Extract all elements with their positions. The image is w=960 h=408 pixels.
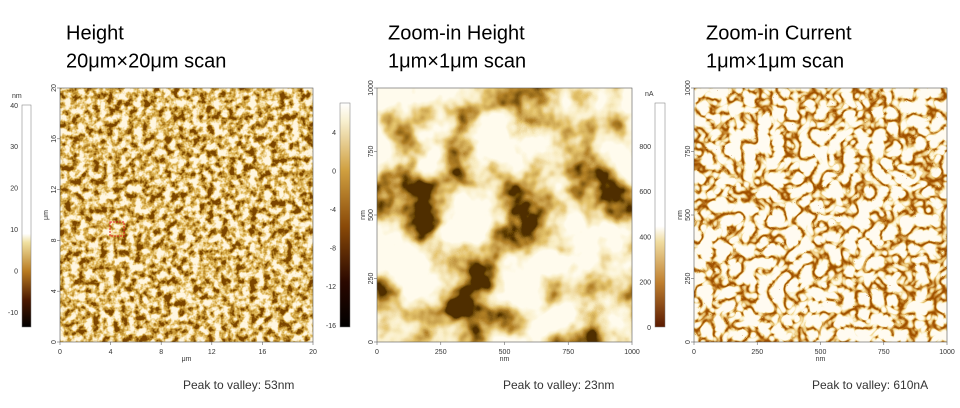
colorbar-tick-label: -16 [326,323,336,330]
colorbar-tick-label: 0 [647,325,651,332]
afm-image [60,88,313,342]
x-tick-label: 500 [499,349,511,356]
y-tick-label: 16 [51,135,58,143]
x-tick-label: 500 [815,349,827,356]
x-tick-label: 1000 [624,349,640,356]
colorbar-tick-label: 10 [10,227,18,234]
y-tick-label: 500 [368,209,375,221]
x-tick-label: 12 [208,349,216,356]
x-tick-label: 0 [692,349,696,356]
x-tick-label: 750 [562,349,574,356]
y-tick-label: 12 [51,186,58,194]
afm-image [377,88,632,342]
x-tick-label: 250 [435,349,447,356]
colorbar-tick-label: 20 [10,186,18,193]
colorbar-tick-label: -8 [330,246,336,253]
y-tick-label: 250 [685,273,692,285]
y-tick-label: 750 [368,146,375,158]
panel-title: 20μm×20μm scan [66,50,226,72]
x-tick-label: 4 [109,349,113,356]
x-axis-unit: μm [182,356,192,363]
x-axis-unit: nm [500,356,510,363]
x-tick-label: 16 [259,349,267,356]
caption: Peak to valley: 23nm [503,378,614,392]
y-tick-label: 1000 [368,80,375,96]
x-tick-label: 20 [309,349,317,356]
y-tick-label: 0 [685,340,692,344]
panel-title: Zoom-in Height [388,22,525,44]
y-tick-label: 250 [368,273,375,285]
panel-title: 1μm×1μm scan [388,50,526,72]
y-tick-label: 750 [685,146,692,158]
colorbar-tick-label: 4 [332,130,336,137]
zoom-region [109,221,125,237]
colorbar-tick-label: 600 [639,189,651,196]
y-tick-label: 0 [368,340,375,344]
afm-image [694,88,947,342]
colorbar-unit: nA [645,91,654,98]
y-tick-label: 500 [685,209,692,221]
colorbar-tick-label: -4 [330,207,336,214]
colorbar-tick-label: -12 [326,284,336,291]
colorbar-tick-label: 0 [332,168,336,175]
y-axis-unit: nm [360,210,367,220]
panel-title: Height [66,22,124,44]
colorbar-tick-label: 400 [639,234,651,241]
y-tick-label: 1000 [685,80,692,96]
colorbar [654,102,666,328]
x-axis-unit: nm [816,356,826,363]
y-tick-label: 0 [51,340,58,344]
y-tick-label: 20 [51,84,58,92]
y-axis-unit: μm [43,210,50,220]
panel-title: 1μm×1μm scan [706,50,844,72]
y-axis-unit: nm [677,210,684,220]
y-tick-label: 8 [51,238,58,242]
colorbar-unit: nm [12,93,22,100]
panel-title: Zoom-in Current [706,22,852,44]
colorbar-tick-label: 200 [639,280,651,287]
colorbar [339,102,351,328]
colorbar-tick-label: 800 [639,144,651,151]
caption: Peak to valley: 610nA [812,378,928,392]
colorbar-tick-label: 30 [10,144,18,151]
x-tick-label: 1000 [939,349,955,356]
colorbar [21,104,32,328]
image-frame [59,87,314,343]
colorbar-tick-label: -10 [8,310,18,317]
caption: Peak to valley: 53nm [183,378,294,392]
x-tick-label: 0 [375,349,379,356]
x-tick-label: 0 [58,349,62,356]
y-tick-label: 4 [51,289,58,293]
colorbar-tick-label: 40 [10,103,18,110]
x-tick-label: 750 [878,349,890,356]
x-tick-label: 250 [751,349,763,356]
x-tick-label: 8 [159,349,163,356]
colorbar-tick-label: 0 [14,268,18,275]
